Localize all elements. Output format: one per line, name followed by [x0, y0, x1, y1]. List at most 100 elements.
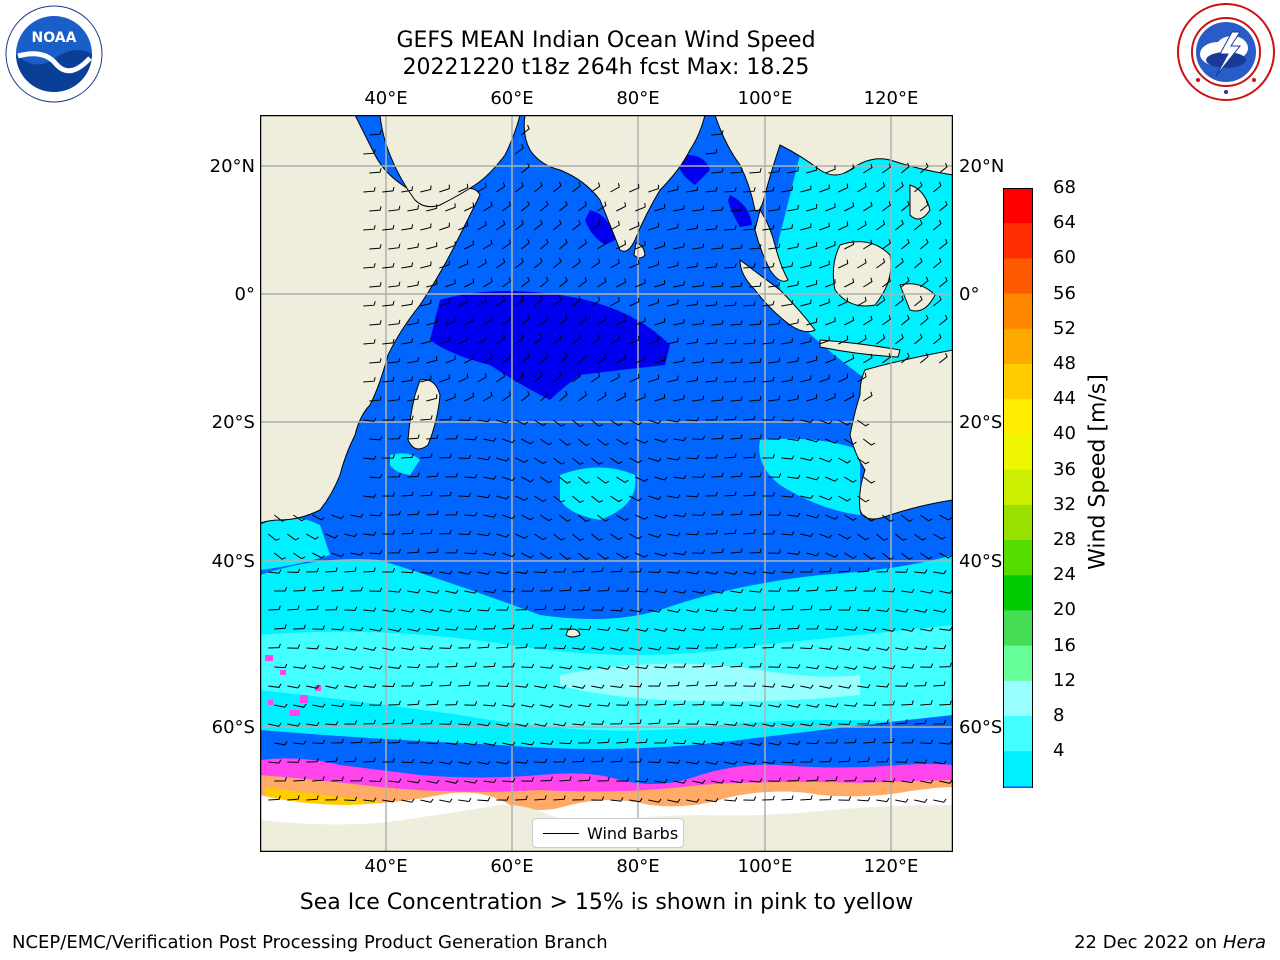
- wind-barb: [730, 589, 744, 594]
- wind-barb: [857, 220, 867, 231]
- wind-barb: [464, 240, 475, 250]
- wind-barb: [806, 552, 820, 557]
- wind-barb: [521, 703, 535, 708]
- wind-barb: [749, 588, 763, 593]
- wind-barb: [667, 532, 681, 537]
- wind-barb: [825, 739, 839, 744]
- wind-barb: [610, 646, 624, 651]
- wind-barb: [749, 548, 762, 554]
- wind-barb: [502, 662, 515, 668]
- wind-barb: [857, 606, 871, 612]
- wind-barb: [502, 277, 512, 288]
- wind-barb: [559, 390, 568, 402]
- wind-barb: [420, 491, 433, 497]
- wind-barb: [616, 552, 629, 559]
- wind-barb: [420, 453, 433, 459]
- wind-barb: [781, 262, 794, 269]
- wind-barb: [673, 204, 685, 212]
- wind-barb: [483, 662, 496, 668]
- wind-barb: [559, 776, 572, 782]
- wind-barb: [496, 495, 510, 500]
- wind-barb: [401, 186, 414, 193]
- wind-barb: [882, 700, 895, 706]
- wind-barb: [496, 796, 510, 801]
- wind-barb: [477, 643, 490, 649]
- wind-barb: [420, 529, 433, 535]
- wind-barb: [458, 607, 472, 613]
- wind-barb: [559, 476, 571, 484]
- wind-barb: [521, 663, 535, 669]
- wind-barb: [293, 586, 306, 592]
- wind-barb: [591, 533, 604, 541]
- wind-barb: [521, 624, 534, 630]
- wind-barb: [654, 317, 666, 326]
- wind-barb: [388, 434, 401, 440]
- wind-barb: [477, 296, 487, 307]
- wind-barb: [933, 798, 947, 803]
- wind-barb: [388, 700, 401, 706]
- wind-barb: [496, 334, 506, 345]
- wind-barb: [382, 376, 395, 383]
- wind-barb: [882, 353, 891, 364]
- wind-barb: [572, 684, 586, 689]
- wind-barb: [571, 495, 584, 503]
- wind-barb: [458, 183, 469, 193]
- wind-barb: [388, 627, 402, 632]
- wind-barb: [882, 201, 891, 212]
- wind-barb: [730, 320, 743, 326]
- wind-barb: [724, 187, 737, 193]
- madagascar-land: [407, 379, 441, 450]
- wind-barb: [654, 279, 666, 288]
- wind-barb: [895, 181, 904, 193]
- wind-barb: [800, 418, 814, 423]
- wind-barb: [382, 416, 396, 421]
- wind-barb: [515, 182, 524, 193]
- wind-barb: [344, 606, 358, 611]
- wind-barb: [913, 219, 923, 231]
- wind-barb: [838, 183, 849, 193]
- wind-barb: [800, 644, 814, 650]
- wind-barb: [724, 453, 737, 459]
- wind-barb: [705, 529, 718, 535]
- wind-barb: [578, 665, 592, 670]
- wind-barb: [591, 220, 601, 231]
- wind-barb: [724, 607, 738, 612]
- wind-barb: [369, 474, 383, 479]
- low-wind-core-andaman: [728, 195, 752, 227]
- wind-barb: [445, 203, 456, 212]
- wind-barb: [464, 278, 475, 288]
- wind-barb: [844, 278, 855, 288]
- wind-barb: [768, 777, 782, 782]
- wind-barb: [749, 320, 762, 326]
- wind-barb: [819, 721, 833, 726]
- wind-barb: [819, 605, 832, 611]
- wind-barb: [363, 225, 376, 231]
- wind-barb: [274, 552, 286, 560]
- colorbar-tick-label: 12: [1053, 669, 1076, 691]
- wind-barb: [629, 608, 643, 613]
- wind-barb: [540, 740, 554, 745]
- wind-barb: [743, 529, 756, 535]
- wind-barb: [496, 760, 510, 765]
- wind-barb: [838, 259, 849, 269]
- wind-barb: [863, 201, 873, 212]
- wind-barb: [577, 552, 590, 560]
- wind-barb: [382, 300, 395, 307]
- wind-barb: [439, 529, 452, 535]
- wind-barb: [502, 552, 516, 558]
- wind-barb: [648, 374, 659, 383]
- wind-barb: [534, 644, 548, 649]
- wind-barb: [635, 438, 649, 444]
- wind-barb: [515, 419, 529, 425]
- wind-barb: [331, 552, 345, 558]
- wind-barb: [705, 491, 718, 497]
- wind-barb: [445, 779, 459, 784]
- australia-land: [849, 349, 953, 520]
- wind-barb: [426, 700, 439, 706]
- wind-barb: [369, 206, 382, 212]
- lat-label-right-20n: 20°N: [959, 156, 1005, 177]
- wind-barb: [894, 533, 907, 541]
- wind-barb: [825, 703, 839, 708]
- colorbar-segment: [1003, 258, 1033, 295]
- wind-barb: [857, 797, 871, 802]
